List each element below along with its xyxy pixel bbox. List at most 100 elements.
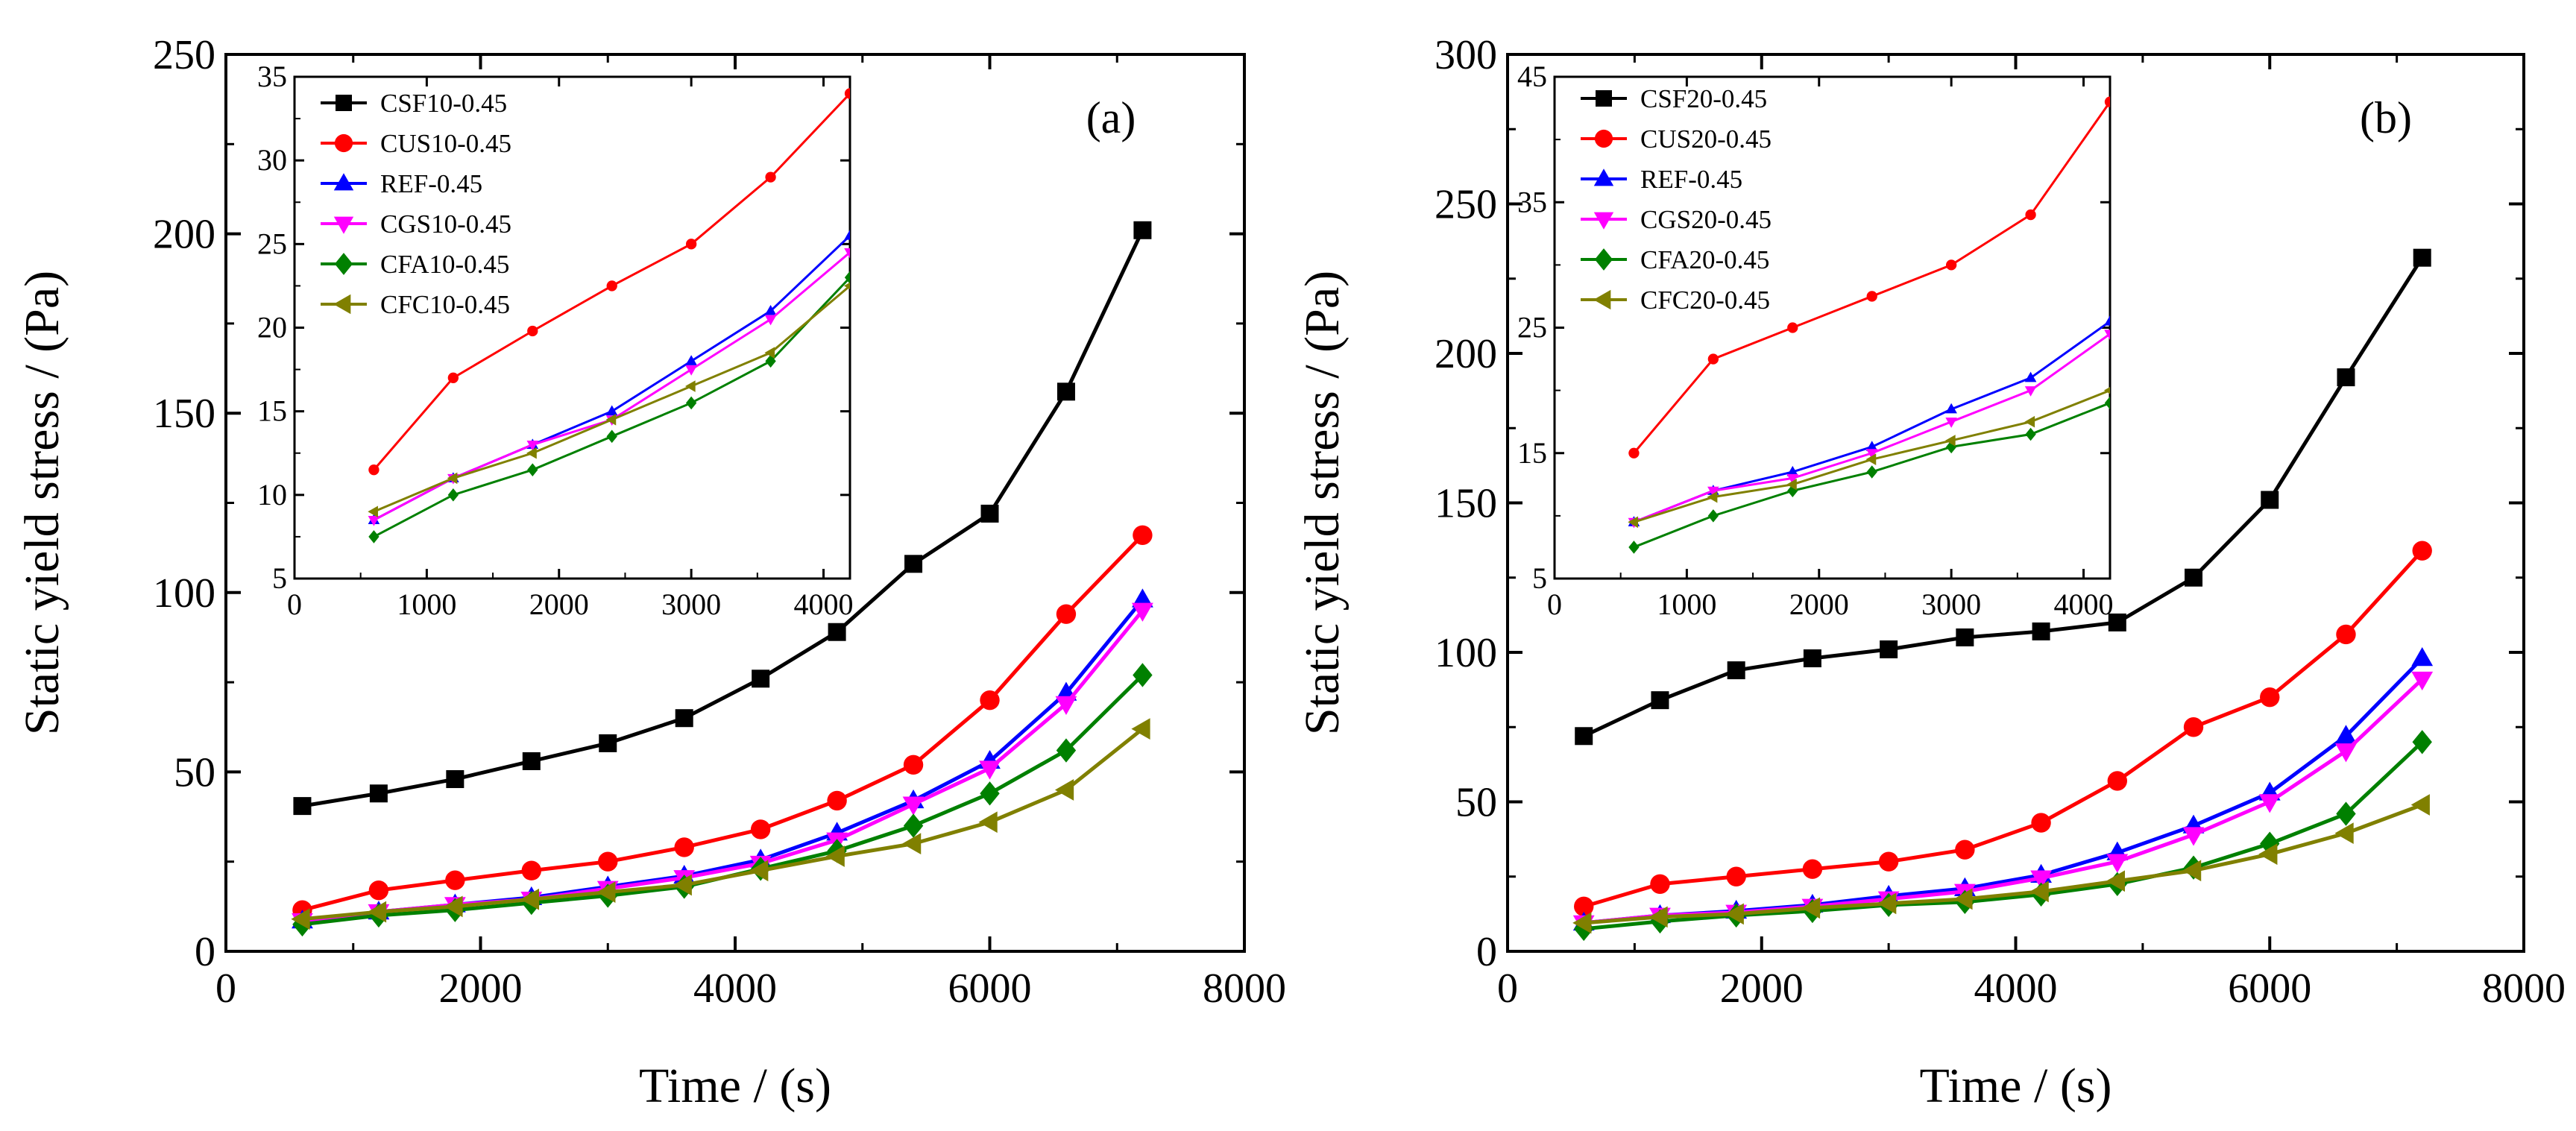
inset-data-point: [1707, 491, 1718, 503]
inset-data-point: [1866, 465, 1877, 479]
inset-data-point: [764, 304, 777, 315]
data-point: [522, 752, 541, 770]
legend-marker: [333, 216, 354, 234]
inset-data-point: [447, 488, 459, 502]
x-tick-label: 4000: [693, 965, 777, 1012]
data-point: [980, 504, 999, 523]
data-point: [1575, 727, 1593, 746]
inset-x-tick-label: 4000: [794, 587, 854, 621]
inset-y-tick-label: 35: [257, 60, 287, 93]
inset-frame: [1553, 75, 2111, 580]
data-point: [1132, 602, 1153, 622]
series-line: [1583, 549, 2424, 909]
inset-x-tick-label: 4000: [2054, 587, 2114, 621]
series-line: [1583, 740, 2424, 931]
inset-y-tick-label: 10: [257, 478, 287, 511]
legend-entry: CGS10-0.45: [380, 209, 511, 239]
data-point: [599, 734, 617, 752]
legend-marker: [1593, 168, 1614, 186]
legend-entry: CUS20-0.45: [1640, 125, 1772, 154]
inset-y-tick-label: 15: [257, 394, 287, 428]
inset-y-tick-label: 20: [257, 311, 287, 344]
data-point: [1727, 661, 1745, 680]
inset-data-point: [1707, 509, 1719, 523]
inset-data-point: [1865, 453, 1877, 465]
y-tick-label: 100: [153, 570, 215, 617]
legend-marker: [1593, 289, 1611, 310]
data-point: [675, 709, 693, 728]
data-point: [1133, 525, 1153, 546]
y-tick-label: 0: [1476, 929, 1497, 975]
data-point: [2261, 491, 2279, 509]
legend-entry: CSF20-0.45: [1640, 84, 1767, 113]
data-point: [2107, 771, 2127, 791]
data-point: [1133, 663, 1153, 687]
inset-data-point: [1945, 259, 1957, 271]
inset-data-point: [606, 429, 617, 444]
inset-data-point: [765, 171, 776, 183]
data-point: [1726, 866, 1746, 886]
data-point: [749, 860, 769, 882]
data-point: [293, 797, 312, 816]
x-axis-title: Time / (s): [1920, 1059, 2112, 1113]
inset-data-point: [1865, 441, 1878, 451]
inset-plot: 0 1000 2000 3000 4000 5 15 25 35 45 CSF20-0.45 CUS2…: [1517, 60, 2114, 621]
inset-data-point: [368, 530, 380, 544]
inset-data-point: [685, 355, 697, 365]
series-line: [302, 727, 1144, 922]
inset-data-point: [368, 505, 378, 518]
inset-data-point: [1787, 322, 1798, 333]
x-tick-label: 0: [215, 965, 236, 1012]
x-tick-label: 4000: [1974, 965, 2058, 1012]
data-point: [2412, 541, 2432, 561]
data-point: [445, 870, 465, 890]
inset-data-point: [368, 464, 380, 476]
data-point: [1572, 912, 1592, 934]
inset-data-point: [1945, 440, 1957, 454]
data-point: [903, 754, 924, 775]
inset-x-tick-label: 0: [1547, 587, 1562, 621]
panel-label: (a): [1086, 93, 1136, 142]
inset-data-point: [1628, 447, 1640, 459]
inset-y-tick-label: 25: [257, 227, 287, 260]
data-point: [2032, 622, 2050, 640]
inset-data-point: [1945, 418, 1957, 428]
data-point: [750, 819, 771, 839]
legend-marker: [333, 294, 351, 315]
inset-data-point: [685, 396, 697, 410]
inset-frame: [293, 75, 851, 580]
data-point: [2108, 613, 2126, 631]
series-line: [302, 229, 1144, 808]
inset-data-point: [1786, 465, 1799, 476]
data-point: [2182, 860, 2202, 882]
inset-data-point: [1628, 516, 1638, 529]
data-point: [2030, 870, 2052, 889]
data-point: [598, 851, 618, 872]
x-tick-label: 2000: [1720, 965, 1804, 1012]
inset-data-point: [2024, 386, 2037, 397]
x-tick-label: 8000: [1203, 965, 1286, 1012]
inset-data-point: [605, 414, 617, 426]
series-line: [1584, 803, 2423, 925]
data-point: [828, 623, 846, 641]
inset-data-point: [1707, 486, 1719, 497]
inset-data-point: [1787, 484, 1798, 497]
inset-data-point: [2025, 427, 2036, 441]
data-point: [1056, 738, 1077, 763]
data-point: [825, 845, 845, 867]
legend: CSF20-0.45 CUS20-0.45 REF-0.45 CGS20-0.45 CF…: [1581, 84, 1772, 315]
inset-data-point: [685, 365, 697, 376]
inset-data-point: [844, 271, 850, 284]
inset-x-tick-label: 3000: [661, 587, 721, 621]
data-point: [1803, 649, 1821, 668]
data-point: [446, 770, 465, 789]
y-axis-title: Static yield stress / (Pa): [15, 271, 69, 735]
legend-entry: REF-0.45: [1640, 165, 1742, 194]
legend-marker: [1594, 248, 1613, 271]
inset-x-tick-label: 0: [287, 587, 302, 621]
data-point: [2029, 880, 2049, 903]
legend-marker: [333, 173, 354, 191]
inset-x-tick-label: 3000: [1921, 587, 1981, 621]
